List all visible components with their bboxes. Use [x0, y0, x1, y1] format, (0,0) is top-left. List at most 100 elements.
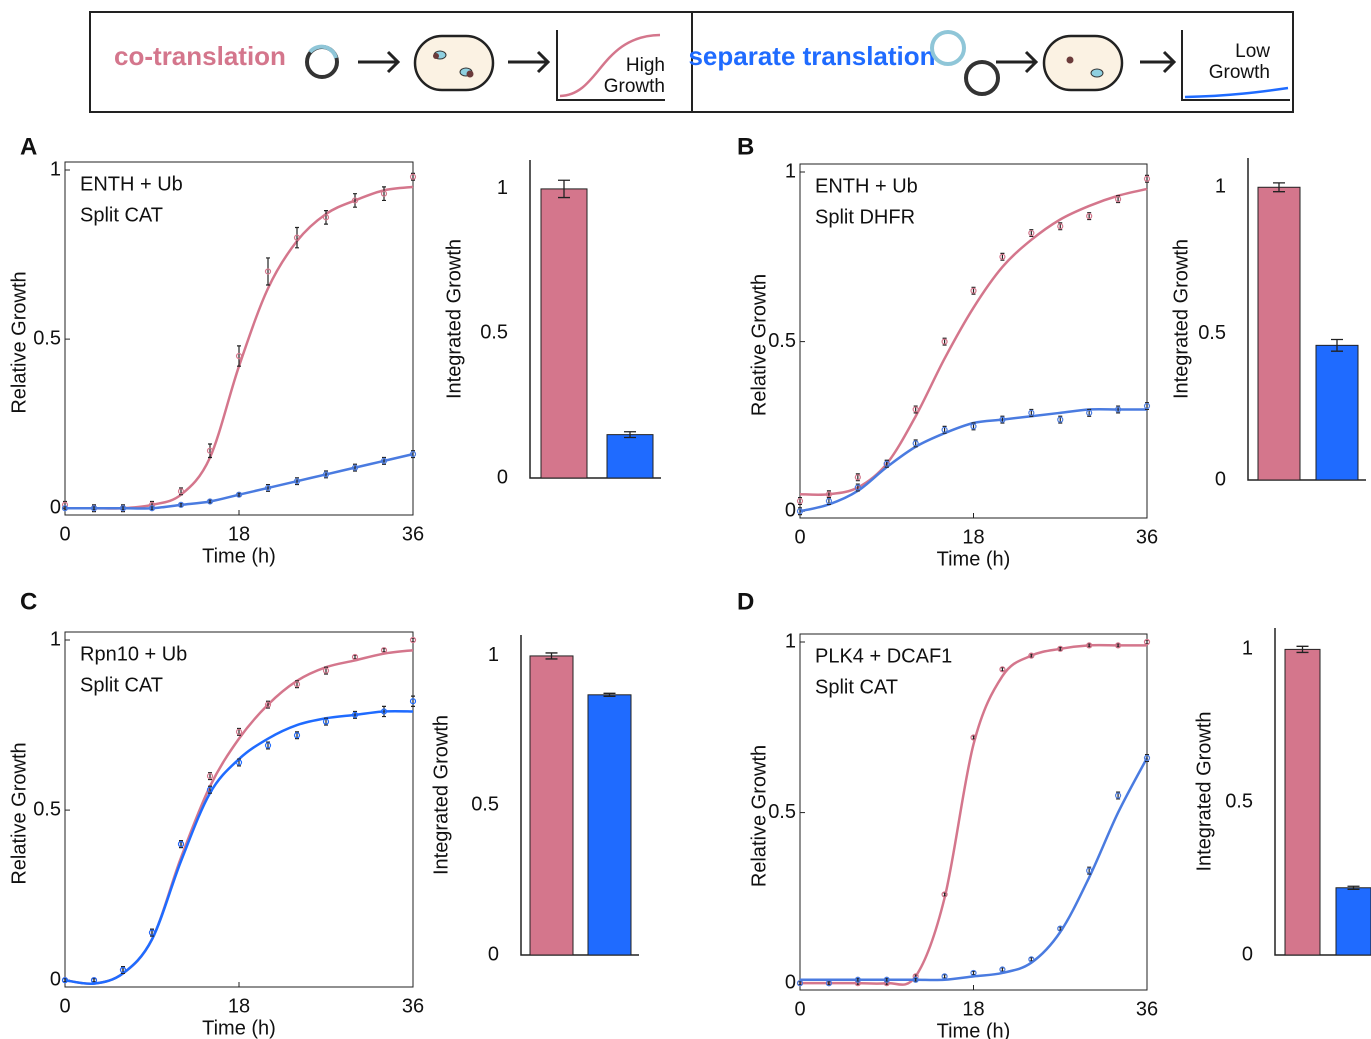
- error-bar: [353, 654, 357, 660]
- data-point: [970, 287, 977, 294]
- bar: [587, 694, 632, 956]
- x-tick-label: 36: [1136, 526, 1158, 548]
- data-point: [912, 406, 919, 413]
- data-point: [1143, 638, 1151, 646]
- bar: [540, 188, 588, 479]
- arrow: [1140, 50, 1177, 74]
- data-point: [970, 969, 977, 977]
- data-point: [235, 759, 243, 766]
- error-bar: [353, 193, 357, 208]
- y-tick-label: 0: [785, 499, 796, 521]
- data-point: [999, 416, 1006, 423]
- y-tick-label: 0: [50, 968, 61, 990]
- y-axis-label: Relative Growth: [8, 271, 30, 413]
- protein: [466, 70, 474, 78]
- annotation: PLK4 + DCAF1: [815, 645, 952, 667]
- data-point: [999, 966, 1006, 973]
- y-tick-label: 0: [488, 943, 499, 965]
- protein: [1090, 68, 1104, 78]
- y-axis-label: Relative Growth: [748, 274, 770, 416]
- error-bar: [942, 974, 947, 979]
- data-point: [1086, 212, 1093, 220]
- error-bar: [1000, 967, 1005, 972]
- data-point: [351, 464, 359, 471]
- annotation: Split CAT: [80, 674, 163, 696]
- protein: [1066, 56, 1074, 64]
- error-bar: [324, 209, 328, 225]
- data-point: [854, 474, 861, 481]
- fit-curve: [799, 187, 1148, 497]
- data-point: [322, 214, 330, 221]
- data-point: [119, 966, 127, 974]
- data-point: [854, 976, 861, 983]
- x-tick-label: 18: [962, 998, 984, 1020]
- label-separate-translation: separate translation: [688, 41, 935, 71]
- y-tick-label: 0: [1242, 943, 1253, 965]
- error-bar: [411, 695, 415, 707]
- data-point: [322, 718, 330, 725]
- plasmid: [930, 30, 966, 66]
- data-point: [941, 891, 948, 898]
- y-tick-label: 1: [1242, 638, 1253, 660]
- error-bar: [545, 652, 558, 660]
- arrow: [508, 50, 551, 74]
- data-point: [1143, 402, 1151, 410]
- data-point: [293, 732, 301, 739]
- data-point: [235, 491, 243, 498]
- data-point: [1028, 229, 1035, 237]
- y-axis-label: Integrated Growth: [1193, 711, 1215, 871]
- y-tick-label: 0.5: [1198, 322, 1226, 344]
- y-tick-label: 0: [497, 466, 508, 488]
- y-tick-label: 0.5: [768, 330, 796, 352]
- bar: [1257, 186, 1301, 481]
- y-tick-label: 1: [1215, 176, 1226, 198]
- panel-label: C: [20, 588, 37, 615]
- x-axis-label: Time (h): [937, 548, 1011, 570]
- data-point: [322, 471, 330, 478]
- data-point: [380, 190, 388, 197]
- x-axis-label: Time (h): [202, 545, 276, 567]
- y-tick-label: 1: [785, 160, 796, 182]
- y-tick-label: 0: [1215, 468, 1226, 490]
- x-tick-label: 36: [402, 523, 424, 545]
- data-point: [177, 488, 185, 495]
- data-point: [235, 728, 243, 735]
- panel-label: D: [737, 588, 754, 615]
- data-point: [148, 929, 156, 936]
- error-bar: [295, 226, 299, 249]
- y-axis-label: Relative Growth: [748, 745, 770, 887]
- schematic: co-translation High Growth separate tran…: [89, 11, 1294, 113]
- y-tick-label: 1: [488, 644, 499, 666]
- mini-curve: [1184, 86, 1289, 99]
- x-axis-label: Time (h): [202, 1017, 276, 1039]
- fit-curve: [64, 709, 414, 986]
- annotation: Split CAT: [80, 204, 163, 226]
- error-bar: [624, 431, 636, 439]
- data-point: [941, 973, 948, 980]
- data-point: [1114, 406, 1122, 413]
- data-point: [941, 338, 948, 345]
- data-point: [796, 497, 804, 505]
- data-point: [1114, 792, 1122, 799]
- label-co-translation: co-translation: [114, 41, 286, 71]
- y-axis-label: Integrated Growth: [443, 239, 465, 399]
- bar: [1284, 648, 1321, 956]
- data-point: [1057, 645, 1064, 652]
- data-point: [177, 841, 185, 848]
- data-point: [999, 666, 1006, 673]
- x-tick-label: 0: [59, 523, 70, 545]
- data-point: [1114, 196, 1122, 203]
- panel-label: B: [737, 133, 754, 160]
- data-point: [90, 505, 98, 512]
- data-point: [351, 197, 359, 204]
- y-axis-label: Integrated Growth: [1170, 239, 1192, 399]
- data-point: [380, 457, 388, 464]
- bar: [529, 655, 574, 956]
- data-point: [264, 701, 272, 708]
- data-point: [1028, 652, 1035, 659]
- data-point: [351, 711, 359, 718]
- data-point: [1057, 925, 1064, 932]
- data-point: [206, 498, 214, 505]
- data-point: [409, 636, 417, 644]
